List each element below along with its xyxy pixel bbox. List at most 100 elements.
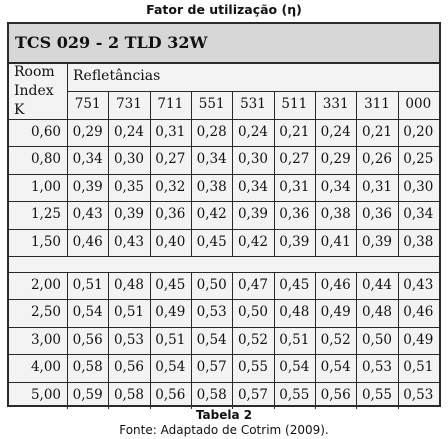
grid-line <box>9 381 439 383</box>
table-cell: 0,32 <box>155 178 186 195</box>
grid-line <box>67 91 439 92</box>
table-model-header: TCS 029 - 2 TLD 32W <box>9 24 439 64</box>
table-cell: 0,50 <box>361 331 393 348</box>
table-cell: 0,54 <box>279 359 310 376</box>
table-cell: 0,30 <box>113 151 145 168</box>
table-cell: 0,20 <box>403 124 434 140</box>
table-cell: 0,39 <box>361 233 393 250</box>
grid-line <box>9 354 439 356</box>
grid-line <box>9 119 439 120</box>
utilization-factor-table: TCS 029 - 2 TLD 32W Room Index K Refletânci… <box>7 22 441 409</box>
table-cell: 0,57 <box>237 386 269 403</box>
table-cell: 0,34 <box>237 178 269 195</box>
table-cell: 0,43 <box>72 206 103 223</box>
grid-line <box>397 91 399 256</box>
table-cell: 0,28 <box>196 124 227 140</box>
table-cell: 0,42 <box>237 233 269 250</box>
grid-line <box>273 91 275 256</box>
grid-line <box>9 272 439 273</box>
table-cell: 0,47 <box>237 277 269 293</box>
table-cell: 0,45 <box>196 233 227 250</box>
table-cell: 0,49 <box>403 331 434 348</box>
grid-line <box>9 173 439 175</box>
table-cell: 0,38 <box>196 178 227 195</box>
grid-line <box>397 272 399 409</box>
grid-line <box>67 272 68 409</box>
table-cell: 0,56 <box>320 386 351 403</box>
table-cell: 0,53 <box>113 331 145 348</box>
table-cell: 0,54 <box>320 359 351 376</box>
table-cell: 0,48 <box>361 304 393 321</box>
group-header-refletancias: Refletâncias <box>73 68 161 84</box>
figure-title: Fator de utilização (η) <box>146 2 302 17</box>
table-cell: 0,48 <box>279 304 310 321</box>
room-index-value: 1,50 <box>30 233 61 250</box>
table-cell: 0,43 <box>403 277 434 293</box>
table-cell: 0,40 <box>155 233 186 250</box>
table-cell: 0,55 <box>279 386 310 403</box>
table-cell: 0,53 <box>403 386 434 403</box>
table-cell: 0,58 <box>196 386 227 403</box>
grid-line <box>67 62 68 256</box>
grid-line <box>108 272 110 409</box>
table-cell: 0,38 <box>320 206 351 223</box>
table-cell: 0,27 <box>155 151 186 168</box>
table-cell: 0,21 <box>361 124 393 140</box>
table-cell: 0,39 <box>279 233 310 250</box>
room-index-value: 0,80 <box>30 151 61 168</box>
column-header: 711 <box>157 96 184 112</box>
grid-line <box>356 91 358 256</box>
grid-line <box>232 91 234 256</box>
table-cell: 0,41 <box>320 233 351 250</box>
grid-line <box>273 272 275 409</box>
table-cell: 0,36 <box>361 206 393 223</box>
table-cell: 0,39 <box>72 178 103 195</box>
grid-line <box>191 91 192 256</box>
table-cell: 0,53 <box>196 304 227 321</box>
table-cell: 0,48 <box>113 277 145 293</box>
table-cell: 0,38 <box>403 233 434 250</box>
table-cell: 0,39 <box>113 206 145 223</box>
grid-line <box>9 256 439 257</box>
table-caption-label: Tabela 2 <box>195 408 253 422</box>
column-header: 000 <box>405 96 432 112</box>
room-index-value: 0,60 <box>30 124 61 140</box>
table-cell: 0,24 <box>320 124 351 140</box>
table-cell: 0,50 <box>237 304 269 321</box>
table-cell: 0,57 <box>196 359 227 376</box>
column-header: 731 <box>116 96 142 112</box>
table-cell: 0,52 <box>320 331 351 348</box>
table-cell: 0,25 <box>403 151 434 168</box>
table-cell: 0,35 <box>113 178 145 195</box>
table-cell: 0,45 <box>155 277 186 293</box>
table-cell: 0,49 <box>155 304 186 321</box>
table-cell: 0,29 <box>72 124 103 140</box>
grid-line <box>356 272 358 409</box>
table-cell: 0,56 <box>155 386 186 403</box>
table-cell: 0,27 <box>279 151 310 168</box>
grid-line <box>149 91 151 256</box>
table-cell: 0,31 <box>155 124 186 140</box>
table-cell: 0,46 <box>72 233 103 250</box>
grid-line <box>108 91 110 256</box>
table-cell: 0,46 <box>403 304 434 321</box>
table-cell: 0,51 <box>279 331 310 348</box>
table-cell: 0,43 <box>113 233 145 250</box>
column-header: 511 <box>281 96 308 112</box>
room-index-value: 5,00 <box>30 386 61 403</box>
table-cell: 0,45 <box>279 277 310 293</box>
grid-line <box>9 201 439 203</box>
grid-line <box>232 272 234 409</box>
table-cell: 0,39 <box>237 206 269 223</box>
room-index-value: 2,00 <box>30 277 61 293</box>
room-index-value: 1,25 <box>30 206 61 223</box>
table-cell: 0,42 <box>196 206 227 223</box>
table-cell: 0,34 <box>72 151 103 168</box>
table-cell: 0,30 <box>237 151 269 168</box>
column-header: 331 <box>322 96 349 112</box>
table-cell: 0,59 <box>72 386 103 403</box>
table-cell: 0,36 <box>155 206 186 223</box>
table-cell: 0,58 <box>72 359 103 376</box>
table-cell: 0,51 <box>155 331 186 348</box>
table-cell: 0,34 <box>403 206 434 223</box>
